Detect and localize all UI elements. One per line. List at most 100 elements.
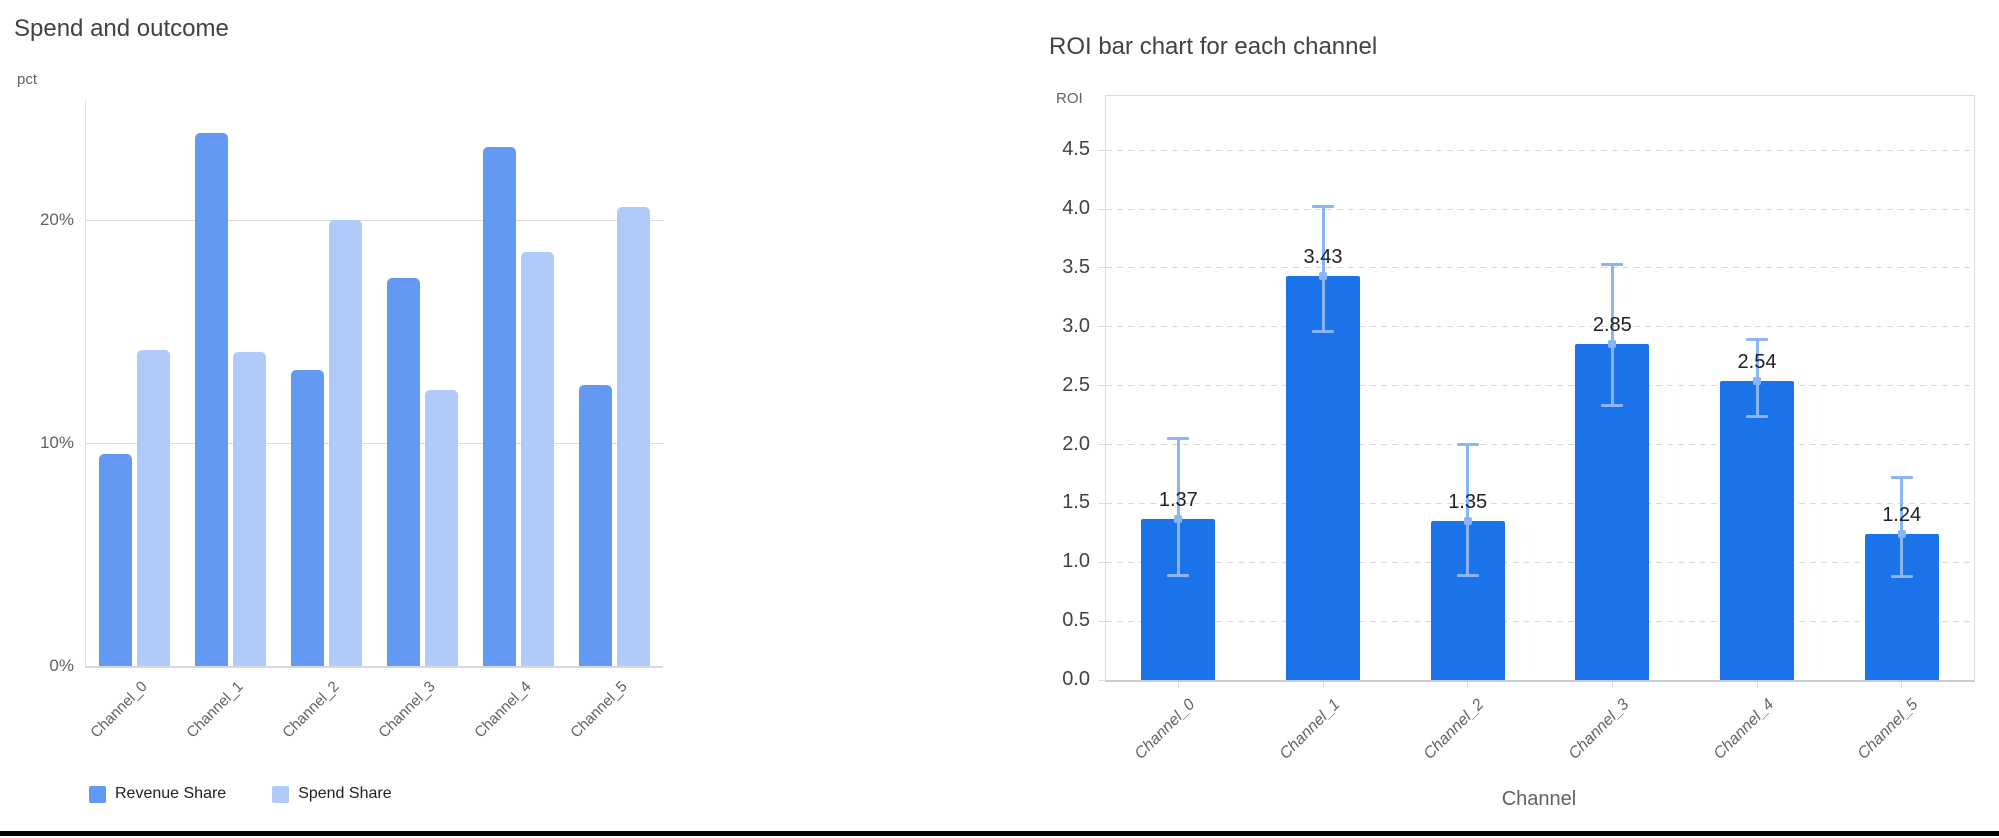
gridline — [1106, 385, 1974, 387]
error-bar-marker — [1174, 514, 1183, 523]
legend-label: Spend Share — [298, 785, 392, 802]
legend-label: Revenue Share — [115, 785, 227, 802]
y-axis-tick-label: 0% — [49, 656, 74, 675]
bar-value-label: 2.85 — [1592, 314, 1632, 337]
spend-share-bar[interactable] — [617, 206, 651, 666]
x-axis-tick-mark — [1756, 682, 1758, 688]
gridline — [1106, 620, 1974, 622]
gridline — [86, 442, 663, 444]
error-bar-line — [1321, 206, 1325, 332]
left-y-axis-unit-label: pct — [17, 71, 38, 88]
y-axis-tick-mark — [1098, 326, 1106, 328]
bottom-divider-line — [0, 831, 1999, 836]
revenue-share-bar[interactable] — [483, 146, 517, 666]
error-bar-cap-bottom — [1601, 404, 1624, 408]
roi-bar[interactable] — [1286, 276, 1360, 680]
y-axis-tick-label: 4.0 — [1062, 197, 1090, 220]
y-axis-tick-label: 2.0 — [1062, 432, 1090, 455]
y-axis-tick-label: 3.5 — [1062, 255, 1090, 278]
x-category-label: Channel_0 — [86, 678, 151, 742]
bar-value-label: 1.37 — [1158, 488, 1198, 511]
error-bar-cap-bottom — [1312, 329, 1334, 333]
y-axis-tick-label: 4.5 — [1062, 138, 1090, 161]
bar-value-label: 1.24 — [1882, 504, 1922, 526]
error-bar-cap-top — [1746, 338, 1768, 342]
error-bar-line — [1900, 477, 1904, 577]
gridline — [1106, 149, 1974, 151]
right-x-axis-title: Channel — [1501, 788, 1577, 810]
spend-share-bar[interactable] — [136, 349, 170, 666]
spend-share-bar[interactable] — [232, 351, 266, 666]
x-category-label: Channel_4 — [471, 678, 535, 742]
revenue-share-bar[interactable] — [194, 133, 228, 666]
revenue-share-bar[interactable] — [290, 369, 324, 666]
bar-value-label: 1.35 — [1448, 491, 1488, 514]
roi-bar[interactable] — [1720, 380, 1794, 680]
gridline — [1106, 326, 1974, 328]
gridline — [1106, 561, 1974, 563]
revenue-share-bar[interactable] — [98, 454, 132, 666]
y-axis-tick-label: 0.0 — [1062, 668, 1090, 690]
spend-share-bar[interactable] — [521, 251, 555, 666]
error-bar-cap-bottom — [1456, 573, 1479, 577]
x-axis-tick-mark — [1322, 682, 1324, 688]
revenue-share-bar[interactable] — [387, 278, 421, 666]
error-bar-marker — [1463, 517, 1472, 526]
revenue-share-bar[interactable] — [579, 385, 613, 666]
right-y-axis-unit-label: ROI — [1056, 90, 1083, 107]
error-bar-line — [1176, 438, 1180, 576]
error-bar-marker — [1897, 530, 1906, 538]
y-axis-tick-mark — [1098, 502, 1106, 504]
chart-legend: Revenue Share Spend Share — [89, 785, 392, 803]
error-bar-line — [1466, 444, 1470, 576]
error-bar-marker — [1319, 272, 1327, 281]
x-category-label: Channel_2 — [279, 678, 343, 742]
x-category-label: Channel_2 — [1420, 696, 1488, 763]
x-category-label: Channel_0 — [1131, 696, 1199, 763]
y-axis-tick-mark — [1098, 149, 1106, 151]
right-chart-title: ROI bar chart for each channel — [1049, 33, 1378, 60]
error-bar-cap-top — [1312, 205, 1334, 209]
x-category-label: Channel_4 — [1710, 696, 1778, 763]
error-bar-cap-top — [1167, 437, 1190, 441]
x-axis-tick-mark — [1901, 682, 1903, 688]
y-axis-tick-mark — [1098, 620, 1106, 622]
spend-share-bar[interactable] — [425, 389, 459, 666]
y-axis-tick-mark — [1098, 208, 1106, 210]
gridline — [1106, 502, 1974, 504]
x-axis-tick-mark — [1177, 682, 1179, 688]
gridline — [1106, 208, 1974, 210]
legend-item[interactable]: Spend Share — [272, 785, 392, 803]
legend-swatch — [89, 785, 106, 803]
x-category-label: Channel_5 — [567, 678, 631, 742]
y-axis-tick-mark — [1098, 267, 1106, 269]
x-category-label: Channel_3 — [1565, 696, 1633, 763]
error-bar-cap-top — [1601, 262, 1624, 266]
x-category-label: Channel_1 — [1276, 696, 1344, 763]
error-bar-cap-bottom — [1890, 574, 1913, 578]
x-category-label: Channel_1 — [182, 678, 247, 742]
y-axis-tick-mark — [1098, 561, 1106, 563]
y-axis-tick-mark — [1098, 385, 1106, 387]
left-chart-title: Spend and outcome — [14, 15, 229, 42]
spend-share-bar[interactable] — [328, 220, 362, 666]
error-bar-line — [1610, 264, 1614, 406]
y-axis-tick-label: 3.0 — [1062, 314, 1090, 337]
bar-value-label: 3.43 — [1303, 246, 1343, 269]
error-bar-marker — [1753, 376, 1761, 385]
x-axis-tick-mark — [1611, 682, 1613, 688]
left-plot-area: 0% 10% 20% Channel_0 Channel_1 Channel_2 Chann… — [40, 100, 663, 741]
right-plot-area: 0.0 0.5 1.0 1.5 2.0 2.5 3.0 3.5 4.0 4.5 1.37 Channe… — [1062, 95, 1975, 763]
legend-swatch — [272, 785, 290, 803]
error-bar-marker — [1608, 340, 1617, 349]
x-category-label: Channel_3 — [375, 678, 439, 742]
y-axis-tick-label: 0.5 — [1062, 609, 1090, 632]
y-axis-tick-mark — [1098, 679, 1106, 681]
gridline — [1106, 444, 1974, 446]
x-axis-tick-mark — [1467, 682, 1469, 688]
x-category-label: Channel_5 — [1854, 696, 1922, 763]
error-bar-cap-top — [1456, 443, 1479, 447]
y-axis-tick-label: 10% — [39, 433, 74, 453]
legend-item[interactable]: Revenue Share — [89, 785, 226, 803]
